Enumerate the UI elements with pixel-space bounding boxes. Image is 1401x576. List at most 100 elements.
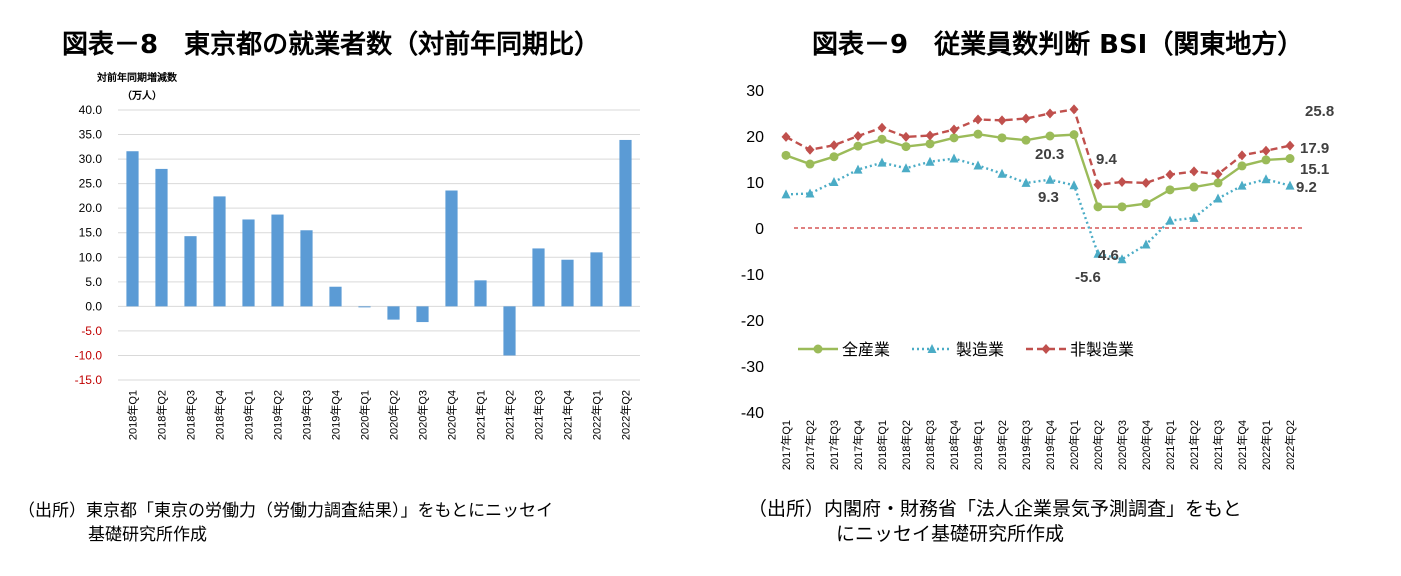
data-label: 15.1 — [1300, 161, 1329, 178]
point-circle — [925, 139, 935, 149]
right-ytick-label: 10 — [746, 175, 764, 192]
left-xtick-label: 2022年Q1 — [590, 390, 604, 440]
point-diamond — [1189, 166, 1199, 177]
right-xtick-label: 2020年Q3 — [1115, 420, 1129, 470]
point-circle — [1117, 202, 1127, 212]
left-ytick-label: 25.0 — [79, 177, 103, 191]
left-ylabel-line1: 対前年同期増減数 — [96, 71, 178, 84]
left-ylabel-line2: （万人） — [122, 89, 162, 102]
legend-marker — [813, 344, 823, 354]
data-label: -5.6 — [1075, 269, 1101, 286]
bar — [126, 151, 139, 307]
bar — [445, 190, 458, 307]
left-ytick-label: 10.0 — [79, 250, 103, 264]
legend-label: 非製造業 — [1070, 341, 1134, 359]
point-triangle — [1021, 177, 1031, 187]
data-label: 25.8 — [1305, 103, 1334, 120]
right-xtick-label: 2019年Q3 — [1019, 420, 1033, 470]
point-triangle — [925, 156, 935, 166]
point-diamond — [1117, 177, 1127, 187]
left-xtick-label: 2020年Q1 — [358, 390, 372, 440]
left-xtick-label: 2021年Q2 — [503, 390, 517, 440]
point-triangle — [1237, 180, 1247, 190]
left-ytick-label: -5.0 — [81, 324, 102, 338]
right-xtick-label: 2022年Q1 — [1259, 420, 1273, 470]
right-source-line1: （出所）内閣府・財務省「法人企業景気予測調査」をもと — [748, 498, 1242, 520]
point-diamond — [973, 114, 983, 125]
point-triangle — [997, 168, 1007, 178]
right-xtick-label: 2020年Q4 — [1139, 420, 1153, 470]
point-circle — [1261, 155, 1271, 165]
bar — [155, 168, 168, 307]
bsi-line-chart: 30 20 10 0 -10 -20 -30 -40 2017年Q1 2017年Q2 2017年Q3… — [741, 83, 1334, 470]
right-xtick-label: 2021年Q1 — [1163, 420, 1177, 470]
point-triangle — [973, 160, 983, 170]
point-circle — [1285, 154, 1295, 164]
right-xtick-label: 2018年Q4 — [947, 420, 961, 470]
left-xtick-label: 2020年Q2 — [387, 390, 401, 440]
right-xtick-label: 2018年Q3 — [923, 420, 937, 470]
right-ytick-label: -30 — [741, 359, 764, 376]
left-xtick-label: 2019年Q2 — [271, 390, 285, 440]
point-triangle — [829, 177, 839, 186]
series-line-1 — [785, 157, 1291, 261]
data-label: 9.4 — [1096, 151, 1118, 168]
left-xtick-label: 2019年Q3 — [300, 390, 314, 440]
bar — [242, 219, 255, 307]
left-source-line2: 基礎研究所作成 — [88, 525, 207, 545]
point-circle — [1141, 199, 1151, 209]
right-ytick-label: 20 — [746, 129, 764, 146]
point-diamond — [1261, 145, 1271, 156]
point-circle — [1165, 185, 1175, 195]
bar — [561, 259, 574, 307]
point-circle — [997, 133, 1007, 143]
bar — [503, 306, 516, 356]
right-xtick-label: 2021年Q4 — [1235, 420, 1249, 470]
bar — [271, 214, 284, 307]
right-source-line2: にニッセイ基礎研究所作成 — [836, 523, 1065, 545]
point-diamond — [1165, 169, 1175, 180]
bar — [329, 286, 342, 307]
point-circle — [1189, 182, 1199, 192]
data-label: 9.2 — [1296, 179, 1317, 196]
left-xtick-label: 2018年Q4 — [213, 390, 227, 440]
right-xtick-label: 2021年Q3 — [1211, 420, 1225, 470]
point-triangle — [901, 163, 911, 173]
left-xtick-label: 2021年Q4 — [561, 390, 575, 440]
left-xtick-label: 2021年Q3 — [532, 390, 546, 440]
right-chart-title: 図表－9 従業員数判断 BSI（関東地方） — [812, 30, 1304, 60]
point-diamond — [781, 131, 791, 142]
point-triangle — [1117, 254, 1127, 264]
left-xtick-label: 2019年Q4 — [329, 390, 343, 440]
bar — [387, 306, 400, 320]
point-diamond — [925, 130, 935, 141]
right-ytick-label: 0 — [755, 221, 764, 238]
left-ytick-label: 0.0 — [85, 299, 102, 313]
point-circle — [853, 141, 863, 151]
point-circle — [805, 159, 815, 169]
point-triangle — [1165, 215, 1175, 225]
point-circle — [781, 150, 791, 160]
right-xtick-label: 2018年Q1 — [875, 420, 889, 470]
legend-marker — [927, 344, 937, 353]
left-ytick-label: 35.0 — [79, 128, 103, 142]
left-xtick-label: 2018年Q3 — [184, 390, 198, 440]
left-ytick-label: 40.0 — [79, 103, 103, 117]
left-ytick-label: 15.0 — [79, 226, 103, 240]
point-circle — [973, 129, 983, 139]
point-triangle — [877, 157, 887, 167]
legend-label: 全産業 — [842, 341, 890, 359]
point-triangle — [1093, 248, 1103, 258]
point-diamond — [853, 131, 863, 141]
left-xtick-label: 2018年Q1 — [126, 390, 140, 440]
bar — [416, 306, 429, 323]
point-diamond — [1045, 108, 1055, 119]
point-diamond — [877, 122, 887, 133]
point-triangle — [1141, 239, 1151, 249]
point-diamond — [805, 144, 815, 155]
bar — [358, 306, 371, 308]
left-chart-title: 図表－8 東京都の就業者数（対前年同期比） — [62, 30, 601, 60]
right-xtick-label: 2022年Q2 — [1283, 420, 1297, 470]
point-diamond — [1021, 113, 1031, 124]
point-triangle — [949, 153, 959, 163]
